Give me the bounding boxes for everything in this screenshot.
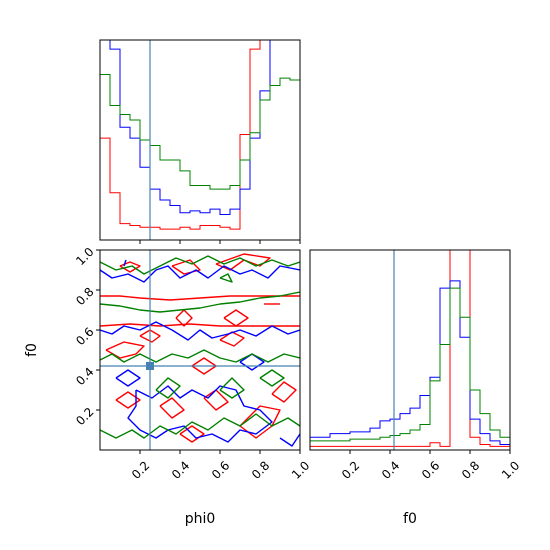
contour-green-6 [259, 369, 285, 387]
contour-red-9 [105, 341, 145, 359]
contour-red-11 [115, 391, 141, 409]
f0-histogram-frame [309, 249, 511, 451]
contour-red-0 [100, 295, 300, 301]
phi0-histogram-ticks [139, 240, 301, 244]
contour-red-2 [119, 261, 141, 273]
contour-frame [99, 249, 301, 451]
phi0-hist-green [100, 74, 300, 240]
f0-histogram-steps [310, 250, 510, 450]
f0-histogram-panel: 0.2 0.4 0.6 0.8 1.0 f0 [309, 249, 522, 527]
contour-blue-0 [100, 321, 300, 341]
f0-tick-label-3: 0.8 [73, 285, 96, 308]
contour-red-6 [223, 309, 249, 327]
f0-tick-label-4: 1.0 [73, 245, 96, 268]
f0-hist-green [310, 287, 510, 450]
phi0-axis-label: phi0 [185, 511, 216, 527]
phi0-tick-label-0: 0.2 [129, 458, 152, 481]
f0-hist-tick-label-4: 1.0 [499, 458, 522, 481]
contour-red-13 [203, 389, 229, 411]
f0-hist-red [310, 250, 510, 450]
phi0-tick-label-3: 0.8 [249, 458, 272, 481]
phi0-axis-ticks: 0.2 0.4 0.6 0.8 1.0 [129, 450, 312, 482]
contour-red-5 [175, 309, 193, 327]
f0-hist-tick-label-2: 0.6 [419, 458, 442, 481]
phi0-tick-label-2: 0.6 [209, 458, 232, 481]
contour-green-2 [100, 349, 300, 363]
truth-point-marker [146, 362, 154, 370]
phi0-tick-label-1: 0.4 [169, 458, 192, 481]
contour-blue-1 [100, 265, 300, 283]
f0-hist-tick-label-3: 0.8 [459, 458, 482, 481]
contour-green-5 [219, 377, 245, 399]
phi0-histogram-frame [99, 39, 301, 241]
f0-histogram-axis-label: f0 [403, 511, 417, 527]
contour-green-0 [100, 291, 300, 313]
contour-green-1 [100, 255, 300, 275]
phi0-histogram-panel [99, 39, 301, 244]
phi0-hist-blue [100, 40, 300, 240]
phi0-tick-label-4: 1.0 [289, 458, 312, 481]
f0-tick-label-2: 0.6 [73, 325, 96, 348]
f0-tick-label-1: 0.4 [73, 365, 96, 388]
f0-tick-label-0: 0.2 [73, 405, 96, 428]
f0-hist-blue [310, 280, 510, 450]
f0-axis-label: f0 [24, 343, 40, 357]
contour-blue-5 [279, 433, 300, 447]
contour-red-7 [139, 329, 161, 343]
contour-red-4 [215, 253, 271, 271]
contour-blue-2 [127, 385, 273, 443]
contour-panel: 0.2 0.4 0.6 0.8 1.0 0.2 0.4 0.6 0.8 1.0 f0 phi0 [24, 245, 312, 527]
contour-red-3 [171, 259, 201, 275]
f0-axis-ticks: 0.2 0.4 0.6 0.8 1.0 [73, 245, 100, 428]
f0-histogram-axis-ticks: 0.2 0.4 0.6 0.8 1.0 [339, 450, 522, 482]
contour-blue-6 [123, 259, 127, 267]
contour-green-4 [155, 377, 181, 399]
contour-red-15 [179, 425, 205, 443]
contour-red-1 [100, 323, 300, 327]
contour-red-12 [159, 397, 185, 419]
contour-blue-4 [115, 369, 141, 387]
contour-lines [100, 253, 300, 447]
phi0-histogram-steps [100, 40, 300, 240]
contour-red-16 [271, 381, 297, 403]
contour-red-8 [219, 331, 245, 347]
f0-hist-tick-label-1: 0.4 [379, 458, 402, 481]
phi0-hist-red [100, 40, 300, 240]
contour-green-7 [219, 273, 233, 283]
f0-hist-tick-label-0: 0.2 [339, 458, 362, 481]
contour-blue-3 [239, 353, 265, 371]
contour-green-3 [100, 413, 300, 439]
